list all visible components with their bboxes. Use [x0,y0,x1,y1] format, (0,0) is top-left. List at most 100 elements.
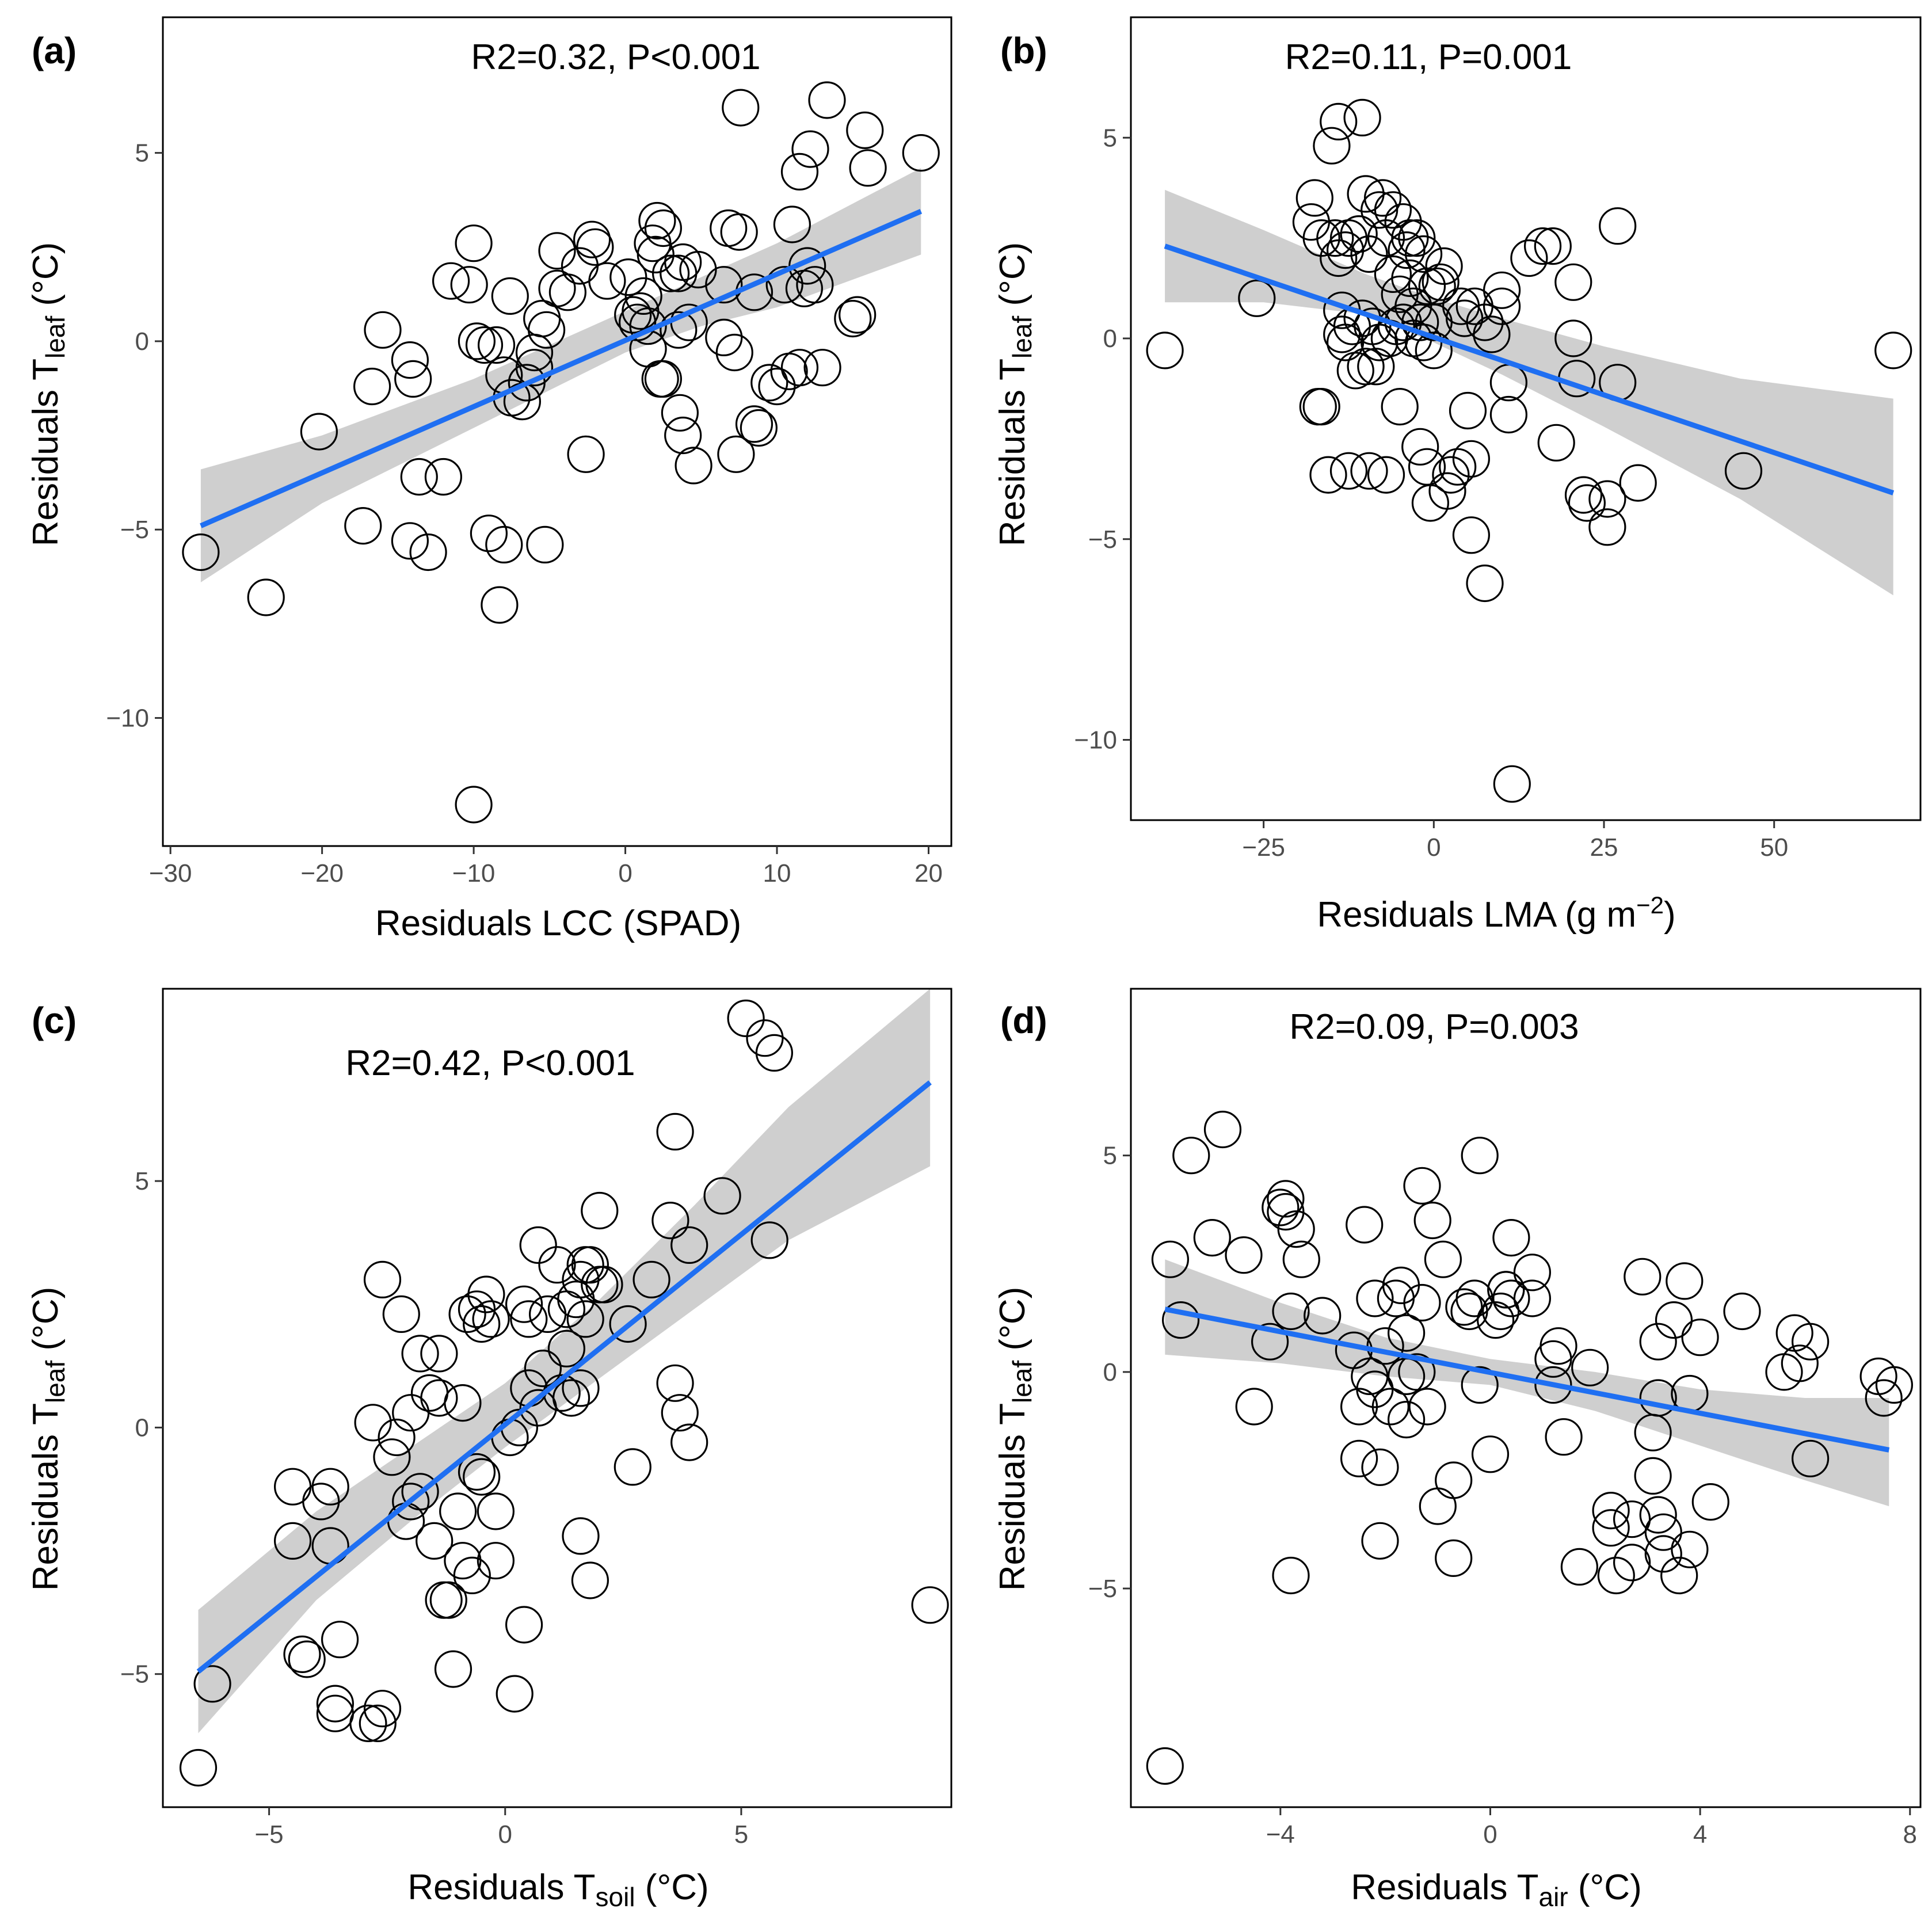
data-point [1371,1388,1409,1426]
data-point [1492,1279,1530,1317]
data-point [571,1246,609,1284]
data-point [750,1221,788,1259]
data-point [288,1640,326,1678]
data-point [505,1606,543,1644]
data-point [1537,424,1575,462]
data-point [656,1364,694,1402]
data-point [1483,271,1521,309]
data-point [720,213,758,251]
data-point [1534,227,1572,265]
data-point [481,586,519,624]
data-point [1539,1327,1577,1365]
x-tick-label: −5 [254,1820,283,1849]
data-point [1391,259,1429,297]
data-point [477,326,516,364]
data-point [1510,239,1548,277]
panel-a: (a) R2=0.32, P<0.001 Residuals LCC (SPAD… [26,16,952,943]
x-axis-label: Residuals LMA (g m−2) [1317,891,1675,935]
data-point [1477,1301,1515,1339]
data-point [1691,1483,1729,1521]
data-point [1466,564,1504,603]
data-point [1382,1266,1420,1304]
data-point [179,1748,218,1787]
confidence-band [198,989,931,1733]
x-axis-label: Residuals Tsoil (°C) [407,1868,708,1912]
y-tick-label: 5 [1103,1142,1117,1170]
data-point [455,224,493,262]
data-point [1405,235,1443,273]
data-point [1874,332,1912,369]
data-point [378,1418,416,1457]
regression-line [196,1080,932,1674]
data-point [1299,387,1337,426]
data-point [839,296,877,334]
data-point [656,1113,694,1151]
data-point [576,228,614,266]
data-point [1172,1137,1210,1175]
data-point [1295,179,1333,217]
data-point [735,405,773,443]
x-tick-label: 0 [498,1820,512,1849]
panel-label: (a) [32,30,77,71]
data-point [1151,1240,1190,1278]
data-point [1639,1496,1677,1534]
data-point [477,1492,515,1530]
data-point [846,111,884,149]
data-point [675,447,712,485]
panel-label: (c) [32,1000,77,1041]
y-tick-label: 5 [135,1167,149,1195]
data-point [363,1690,402,1728]
x-tick-label: −20 [300,859,344,887]
data-point [1364,179,1402,217]
regression-line [1164,243,1895,496]
data-point [444,1384,482,1422]
data-point [505,1285,543,1323]
data-point [1564,476,1603,514]
data-point [1644,1535,1682,1573]
data-point [1619,464,1657,502]
data-point [1193,1219,1231,1257]
data-point [548,273,587,311]
data-point [1422,263,1460,301]
data-point [1425,247,1463,285]
data-point [538,232,576,270]
y-tick-label: 0 [135,1414,149,1442]
data-point [1320,102,1358,140]
x-tick-label: 8 [1903,1820,1917,1849]
data-point [416,1522,454,1560]
data-point [1875,1366,1913,1404]
y-tick-label: 0 [135,327,149,356]
data-point [834,299,872,338]
data-point [758,367,796,406]
x-tick-label: −25 [1242,833,1285,862]
data-point [911,1586,949,1624]
data-point [849,149,887,187]
data-point [470,515,508,553]
data-point [1493,765,1531,803]
data-point [705,266,743,304]
data-point [247,578,285,616]
data-point [1792,1323,1830,1361]
y-tick-label: 5 [1103,124,1117,152]
data-point [1461,1366,1499,1404]
data-point [424,458,463,496]
y-tick-label: −5 [120,1660,149,1689]
data-point [1267,1193,1305,1231]
data-point [1524,227,1562,265]
data-point [791,130,829,168]
data-point [1388,1401,1426,1439]
regression-line [200,208,923,528]
data-point [1384,203,1422,241]
data-point [455,786,493,824]
data-point [1146,1747,1184,1785]
data-point [1356,1279,1394,1317]
data-point [400,458,438,496]
data-point [1865,1379,1903,1417]
data-point [1568,484,1606,522]
x-tick-label: 0 [1483,1820,1497,1849]
data-point [585,1266,623,1304]
data-point [1415,332,1453,369]
x-tick-label: 20 [914,859,943,887]
data-point [1681,1319,1719,1357]
data-point [703,1177,741,1215]
